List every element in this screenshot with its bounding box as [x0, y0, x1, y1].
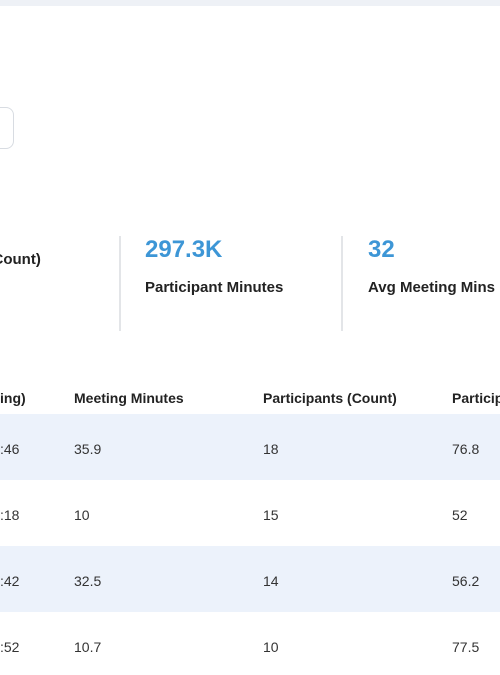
table-row[interactable]: :52 10.7 10 77.5 [0, 612, 500, 675]
stat-divider [119, 236, 121, 331]
column-header-participant-minutes[interactable]: Particip [452, 390, 500, 406]
stat-avg-meeting-mins: 32 Avg Meeting Mins [368, 236, 495, 331]
stat-divider [341, 236, 343, 331]
table-cell: 15 [263, 507, 279, 523]
table-row[interactable]: :18 10 15 52 [0, 480, 500, 546]
stat-participants-count: ts (Count) [0, 236, 41, 331]
table-cell: 32.5 [74, 573, 102, 589]
stat-value: 297.3K [145, 236, 223, 263]
column-header-participants-count[interactable]: Participants (Count) [263, 390, 397, 406]
table-cell: 76.8 [452, 441, 480, 457]
column-header[interactable]: ing) [0, 390, 26, 406]
table-cell: 18 [263, 441, 279, 457]
table-header-row: ing) Meeting Minutes Participants (Count… [0, 382, 500, 414]
stat-label: Participant Minutes [145, 279, 284, 296]
table-cell: 14 [263, 573, 279, 589]
table-cell: 52 [452, 507, 468, 523]
stat-label: Avg Meeting Mins [368, 279, 495, 296]
stat-participant-minutes: 297.3K Participant Minutes [145, 236, 283, 331]
filter-dropdown[interactable] [0, 107, 14, 149]
table-row[interactable]: :42 32.5 14 56.2 [0, 546, 500, 612]
table-cell: 10.7 [74, 639, 102, 655]
top-bar [0, 0, 500, 6]
stat-label: ts (Count) [0, 251, 41, 268]
table-cell: :42 [0, 573, 20, 589]
table-cell: 10 [263, 639, 279, 655]
table-cell: 10 [74, 507, 90, 523]
stat-value: 32 [368, 236, 395, 263]
table-cell: :46 [0, 441, 20, 457]
table-row[interactable]: :46 35.9 18 76.8 [0, 414, 500, 480]
table-cell: :52 [0, 639, 20, 655]
table-cell: 77.5 [452, 639, 480, 655]
column-header-meeting-minutes[interactable]: Meeting Minutes [74, 390, 184, 406]
meetings-table: ing) Meeting Minutes Participants (Count… [0, 382, 500, 675]
table-cell: 35.9 [74, 441, 102, 457]
table-cell: :18 [0, 507, 20, 523]
table-cell: 56.2 [452, 573, 480, 589]
